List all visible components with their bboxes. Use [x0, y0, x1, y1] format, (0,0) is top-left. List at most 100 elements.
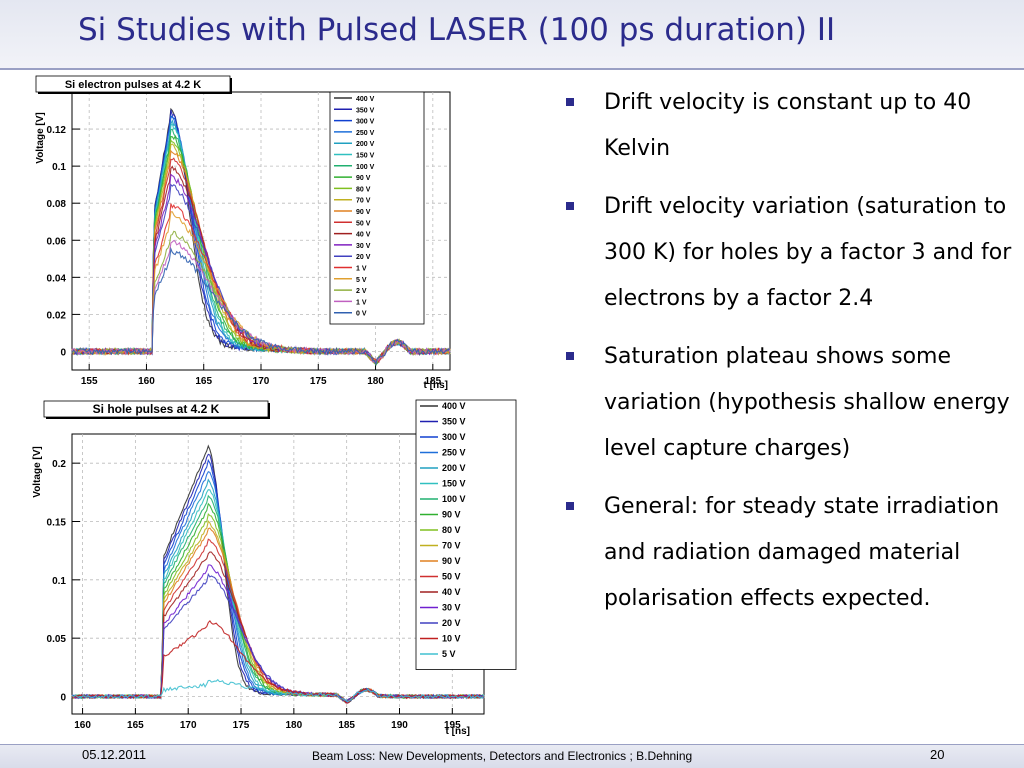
legend-label: 250 V	[442, 448, 466, 458]
y-tick-label: 0	[60, 693, 66, 704]
bullet-item: Drift velocity is constant up to 40 Kelv…	[566, 80, 1016, 172]
legend-label: 250 V	[356, 130, 375, 137]
x-tick-label: 170	[180, 720, 197, 731]
y-axis-label: Voltage [V]	[32, 446, 43, 497]
legend-label: 20 V	[442, 618, 461, 628]
electron-pulse-chart: 155 160 165 170 175 180 185 0 0.02 0.04 0.06 0.08 0.…	[35, 75, 451, 391]
x-tick-label: 165	[195, 376, 212, 387]
hole-pulse-chart: 160 165 170 175 180 185 190 195 0 0.05 0.1 0.15 0.2 4…	[32, 399, 517, 737]
x-tick-label: 165	[127, 720, 144, 731]
x-tick-label: 170	[253, 376, 270, 387]
legend-label: 300 V	[356, 119, 375, 126]
footer-date: 05.12.2011	[82, 747, 147, 762]
legend-label: 5 V	[356, 277, 367, 284]
legend-label: 30 V	[356, 243, 371, 250]
slide-title: Si Studies with Pulsed LASER (100 ps dur…	[78, 12, 836, 48]
legend-label: 1 V	[356, 266, 367, 273]
legend-label: 90 V	[356, 175, 371, 182]
series-line	[71, 246, 451, 367]
bullet-square-icon	[566, 352, 574, 360]
x-tick-label: 160	[138, 376, 155, 387]
y-axis-label: Voltage [V]	[35, 112, 46, 163]
y-tick-label: 0.02	[47, 310, 67, 321]
legend-label: 50 V	[442, 572, 461, 582]
bullet-item: General: for steady state irradiation an…	[566, 484, 1016, 622]
bullet-item: Drift velocity variation (saturation to …	[566, 184, 1016, 322]
bullet-list: Drift velocity is constant up to 40 Kelv…	[566, 80, 1016, 634]
x-tick-label: 180	[286, 720, 303, 731]
legend-label: 350 V	[356, 107, 375, 114]
legend-label: 200 V	[356, 141, 375, 148]
x-tick-label: 175	[233, 720, 250, 731]
x-tick-label: 195	[444, 720, 461, 731]
y-tick-label: 0.2	[52, 459, 66, 470]
x-axis-label: t [ns]	[424, 380, 448, 391]
y-tick-label: 0.08	[47, 199, 67, 210]
bullet-square-icon	[566, 202, 574, 210]
x-tick-label: 180	[367, 376, 384, 387]
title-divider	[0, 68, 1024, 70]
legend-label: 80 V	[356, 186, 371, 193]
legend-label: 400 V	[442, 401, 466, 411]
legend-label: 70 V	[442, 541, 461, 551]
legend-label: 200 V	[442, 463, 466, 473]
bullet-text: Drift velocity variation (saturation to …	[604, 194, 1012, 311]
legend-box	[415, 399, 517, 670]
x-tick-label: 160	[74, 720, 91, 731]
y-tick-label: 0.06	[47, 236, 67, 247]
y-tick-label: 0.05	[47, 634, 67, 645]
legend-label: 30 V	[442, 603, 461, 613]
legend-label: 2 V	[356, 288, 367, 295]
legend-label: 350 V	[442, 417, 466, 427]
legend-label: 90 V	[442, 510, 461, 520]
y-tick-label: 0.15	[47, 518, 67, 529]
chart-title-box	[43, 400, 269, 418]
legend-label: 70 V	[356, 198, 371, 205]
footer-divider	[0, 744, 1024, 745]
legend-label: 100 V	[442, 494, 466, 504]
chart-title-box	[35, 75, 231, 93]
footer: 05.12.2011 Beam Loss: New Developments, …	[0, 744, 1024, 768]
legend-box	[329, 91, 425, 325]
y-tick-label: 0	[60, 347, 66, 358]
legend-label: 150 V	[356, 153, 375, 160]
legend-label: 80 V	[442, 525, 461, 535]
bullet-text: General: for steady state irradiation an…	[604, 494, 1000, 611]
y-tick-label: 0.04	[47, 273, 67, 284]
x-tick-label: 155	[81, 376, 98, 387]
bullet-square-icon	[566, 502, 574, 510]
legend-label: 0 V	[356, 311, 367, 318]
bullet-text: Drift velocity is constant up to 40 Kelv…	[604, 90, 972, 161]
x-tick-label: 190	[391, 720, 408, 731]
legend-label: 300 V	[442, 432, 466, 442]
y-tick-label: 0.1	[52, 576, 66, 587]
series-line	[71, 620, 485, 704]
x-tick-label: 185	[338, 720, 355, 731]
bullet-text: Saturation plateau shows some variation …	[604, 344, 1010, 461]
legend-label: 40 V	[442, 587, 461, 597]
page-number: 20	[930, 747, 945, 762]
legend-label: 150 V	[442, 479, 466, 489]
legend-label: 1 V	[356, 299, 367, 306]
bullet-item: Saturation plateau shows some variation …	[566, 334, 1016, 472]
legend-label: 10 V	[442, 634, 461, 644]
legend-label: 50 V	[356, 220, 371, 227]
chart-title: Si electron pulses at 4.2 K	[65, 79, 201, 91]
legend-label: 5 V	[442, 649, 456, 659]
x-axis-label: t [ns]	[446, 726, 470, 737]
legend-label: 40 V	[356, 232, 371, 239]
y-tick-label: 0.12	[47, 125, 67, 136]
legend-label: 90 V	[442, 556, 461, 566]
bullet-square-icon	[566, 98, 574, 106]
series-line	[71, 678, 485, 703]
x-tick-label: 175	[310, 376, 327, 387]
legend-label: 100 V	[356, 164, 375, 171]
y-tick-label: 0.1	[52, 162, 66, 173]
legend-label: 20 V	[356, 254, 371, 261]
title-band	[0, 0, 1024, 70]
footer-caption: Beam Loss: New Developments, Detectors a…	[312, 749, 693, 763]
legend-label: 90 V	[356, 209, 371, 216]
x-tick-label: 185	[424, 376, 441, 387]
legend-label: 400 V	[356, 96, 375, 103]
chart-title: Si hole pulses at 4.2 K	[93, 402, 220, 416]
